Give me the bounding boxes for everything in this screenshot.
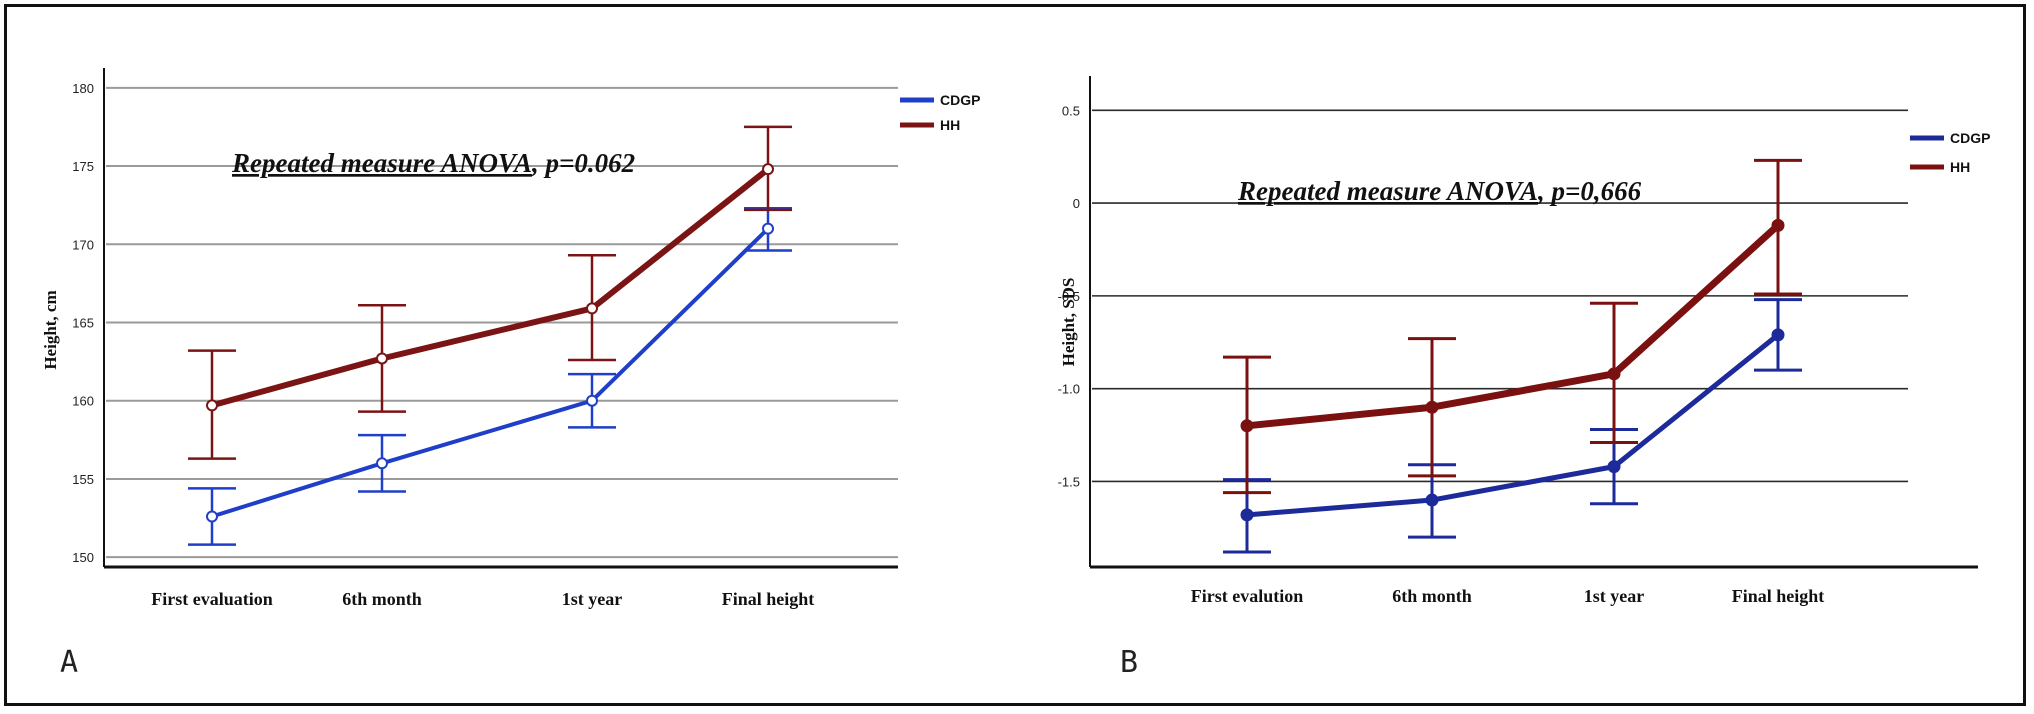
series-cdgp	[188, 207, 792, 546]
panel-a-anova-test: Repeated measure ANOVA	[231, 148, 532, 178]
y-tick-label: 150	[72, 550, 94, 565]
series-line	[1246, 222, 1781, 430]
x-category-label: 6th month	[342, 589, 422, 609]
panel-a-letter: A	[60, 645, 78, 680]
panel-a-gridlines	[106, 86, 898, 559]
panel-b-chart: 0.5 0 -0.5 -1.0 -1.5 First evalution 6th mont…	[1058, 76, 1990, 680]
y-tick-label: 175	[72, 159, 94, 174]
y-tick-label: 170	[72, 237, 94, 252]
panel-b-axes	[1089, 76, 1978, 569]
y-tick-label: 180	[72, 81, 94, 96]
panel-b-anova-pvalue: , p=0,666	[1537, 176, 1642, 206]
y-tick-label: -1.0	[1058, 382, 1080, 397]
data-point	[1607, 367, 1621, 381]
panel-b-legend-hh-label: HH	[1950, 159, 1970, 175]
data-point	[762, 222, 774, 235]
data-point	[586, 302, 598, 315]
data-point	[1771, 328, 1785, 342]
panel-a-legend-hh-label: HH	[940, 117, 960, 133]
panel-a-y-axis-label: Height, cm	[41, 290, 60, 369]
panel-a-legend: CDGP HH	[900, 92, 980, 133]
panel-b-legend-cdgp-label: CDGP	[1950, 130, 1990, 146]
panel-a-anova-annotation: Repeated measure ANOVA, p=0.062	[231, 148, 635, 178]
panel-b-letter: B	[1120, 645, 1138, 680]
x-category-label: Final height	[722, 589, 815, 609]
panel-a-legend-cdgp-label: CDGP	[940, 92, 980, 108]
y-tick-label: -0.5	[1058, 289, 1080, 304]
data-point	[206, 399, 218, 412]
series-hh	[1223, 158, 1802, 495]
panel-b-legend: CDGP HH	[1910, 130, 1990, 175]
figure-frame	[4, 4, 2026, 706]
panel-b-anova-test: Repeated measure ANOVA	[1237, 176, 1538, 206]
data-point	[376, 457, 388, 470]
x-category-label: 6th month	[1392, 586, 1472, 606]
y-tick-label: 155	[72, 472, 94, 487]
data-point	[1607, 460, 1621, 474]
data-point	[1240, 508, 1254, 522]
x-category-label: First evalution	[1191, 586, 1304, 606]
panel-a-chart: 150 155 160 165 170 175 180 First evaluation 6t…	[41, 68, 980, 680]
x-category-label: Final height	[1732, 586, 1825, 606]
series-line	[211, 166, 770, 409]
panel-a-anova-pvalue: , p=0.062	[531, 148, 635, 178]
panel-a-x-categories: First evaluation 6th month 1st year Final h…	[151, 589, 814, 609]
data-point	[376, 352, 388, 365]
data-point	[1771, 218, 1785, 232]
panel-b-y-ticks: 0.5 0 -0.5 -1.0 -1.5	[1058, 103, 1080, 489]
panel-a-axes	[103, 68, 898, 569]
panel-a-series	[188, 125, 792, 546]
series-line	[1246, 332, 1780, 518]
data-point	[762, 163, 774, 176]
y-tick-label: 165	[72, 316, 94, 331]
data-point	[1425, 493, 1439, 507]
panel-a-y-ticks: 150 155 160 165 170 175 180	[72, 81, 94, 565]
y-tick-label: 160	[72, 394, 94, 409]
panel-b-x-categories: First evalution 6th month 1st year Final he…	[1191, 586, 1825, 606]
x-category-label: 1st year	[562, 589, 622, 609]
series-hh	[188, 125, 792, 460]
data-point	[1240, 419, 1254, 433]
series-line	[211, 227, 770, 519]
panel-b-anova-annotation: Repeated measure ANOVA, p=0,666	[1237, 176, 1642, 206]
y-tick-label: 0	[1073, 196, 1080, 211]
y-tick-label: 0.5	[1062, 103, 1080, 118]
y-tick-label: -1.5	[1058, 474, 1080, 489]
panel-b-y-axis-label: Height, SDS	[1059, 278, 1078, 367]
data-point	[1425, 400, 1439, 414]
series-cdgp	[1223, 298, 1802, 554]
panel-b-gridlines	[1092, 109, 1908, 483]
panel-b-series	[1223, 158, 1802, 554]
data-point	[586, 394, 598, 407]
x-category-label: First evaluation	[151, 589, 273, 609]
data-point	[206, 510, 218, 523]
x-category-label: 1st year	[1584, 586, 1644, 606]
